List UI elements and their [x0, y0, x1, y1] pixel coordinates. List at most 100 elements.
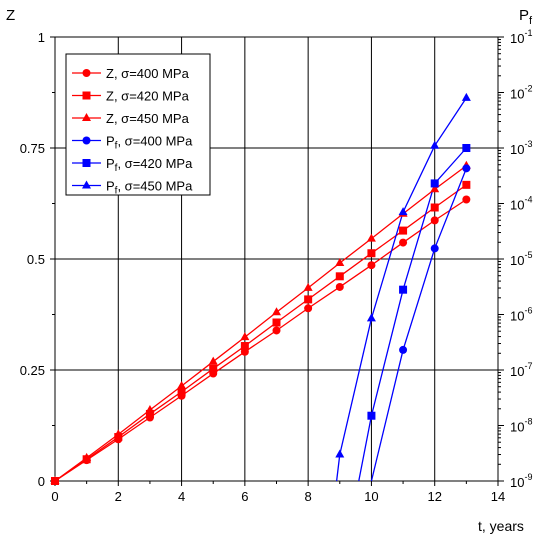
legend-label-sub: f [115, 186, 118, 197]
x-tick-label: 14 [491, 489, 505, 504]
y-left-tick-label: 0.5 [27, 252, 45, 267]
data-point [304, 295, 313, 304]
data-point [398, 207, 408, 216]
y-right-tick-exp: -5 [524, 250, 532, 260]
legend-marker [82, 91, 91, 100]
series-line-0 [54, 198, 467, 482]
y-axis-left-label: Z [6, 7, 15, 24]
y-right-tick-exp: -2 [524, 84, 532, 94]
data-point [399, 238, 408, 247]
legend-label: Z, σ=450 MPa [106, 111, 190, 126]
y-right-tick-label: 10-3 [510, 139, 532, 157]
data-point [430, 140, 440, 149]
data-point [272, 318, 281, 327]
data-point [335, 272, 344, 281]
data-point [367, 261, 376, 270]
legend-marker [82, 159, 91, 167]
legend-label-suffix: , σ=420 MPa [114, 89, 190, 104]
y-right-tick-exp: -8 [524, 417, 532, 427]
y-axis-left: 0 0.25 0.5 0.75 1 [20, 30, 55, 489]
data-point [367, 249, 376, 258]
y-right-tick-exp: -7 [524, 361, 532, 371]
legend-label-suffix: , σ=450 MPa [117, 179, 193, 194]
series-markers [50, 92, 471, 485]
data-point [366, 233, 376, 242]
legend-label: Pf, σ=400 MPa [106, 134, 193, 152]
data-point [399, 226, 408, 235]
data-point [177, 380, 187, 389]
legend-label-suffix: , σ=400 MPa [114, 66, 190, 81]
y-right-tick-label: 10-6 [510, 306, 532, 324]
x-tick-label: 12 [427, 489, 441, 504]
data-point [145, 409, 154, 418]
data-point [462, 180, 471, 189]
legend-label-prefix: P [106, 134, 115, 149]
data-point [430, 179, 439, 188]
data-point [335, 449, 345, 458]
y-right-tick-base: 10 [510, 309, 524, 324]
series-line-1 [54, 184, 467, 482]
y-right-tick-base: 10 [510, 87, 524, 102]
data-point [462, 144, 471, 152]
x-tick-label: 0 [51, 489, 58, 504]
y-axis-right: 10-910-810-710-610-510-410-310-210-1 [498, 28, 532, 490]
data-point [335, 257, 345, 266]
y-left-tick-label: 0.25 [20, 363, 45, 378]
legend-label-sub: f [115, 141, 118, 152]
y-right-tick-label: 10-7 [510, 361, 532, 379]
data-point [209, 364, 218, 373]
legend-marker [82, 113, 91, 121]
data-point [50, 476, 60, 484]
y-right-tick-exp: -1 [524, 28, 532, 38]
data-point [366, 313, 376, 322]
data-point [240, 342, 249, 351]
data-point [462, 195, 471, 204]
y-right-tick-base: 10 [510, 198, 524, 213]
data-point [430, 203, 439, 212]
legend-label-prefix: Z [106, 66, 114, 81]
series-line-2 [54, 165, 467, 482]
y-right-tick-exp: -6 [524, 306, 532, 316]
y-axis-right-label: Pf [519, 7, 533, 27]
data-point [82, 452, 92, 461]
legend-label-suffix: , σ=450 MPa [114, 111, 190, 126]
data-point [145, 404, 155, 413]
x-axis: 0 2 4 6 8 10 12 14 [51, 481, 505, 504]
y-right-tick-label: 10-2 [510, 84, 532, 102]
data-point [113, 429, 123, 438]
data-point [335, 282, 344, 291]
y-right-tick-label: 10-9 [510, 472, 532, 490]
y-left-tick-label: 0 [38, 474, 45, 489]
legend-box [65, 53, 211, 196]
legend-label-prefix: Z [106, 89, 114, 104]
series-line-5 [335, 97, 467, 482]
y-right-tick-base: 10 [510, 420, 524, 435]
y-right-tick-label: 10-1 [510, 28, 532, 46]
legend-label-sub: f [115, 163, 118, 174]
y-right-tick-exp: -9 [524, 472, 532, 482]
legend-label: Pf, σ=420 MPa [106, 156, 193, 174]
y-right-tick-base: 10 [510, 475, 524, 490]
y-right-tick-base: 10 [510, 142, 524, 157]
y-right-tick-exp: -4 [524, 195, 532, 205]
legend-label-suffix: , σ=400 MPa [117, 134, 193, 149]
x-tick-label: 8 [305, 489, 312, 504]
series-line-4 [358, 147, 467, 482]
x-tick-label: 2 [115, 489, 122, 504]
y-axis-right-label-base: P [519, 7, 529, 24]
data-point [208, 356, 218, 365]
x-tick-label: 6 [241, 489, 248, 504]
legend-label-prefix: Z [106, 111, 114, 126]
data-point [430, 184, 440, 193]
legend-marker [82, 136, 91, 145]
data-point [272, 307, 281, 316]
legend-label-prefix: P [106, 156, 115, 171]
legend-marker [82, 69, 91, 77]
y-right-tick-label: 10-4 [510, 195, 532, 213]
x-tick-label: 4 [178, 489, 185, 504]
y-right-tick-base: 10 [510, 31, 524, 46]
data-point [430, 216, 439, 225]
legend-label: Pf, σ=450 MPa [106, 179, 193, 197]
